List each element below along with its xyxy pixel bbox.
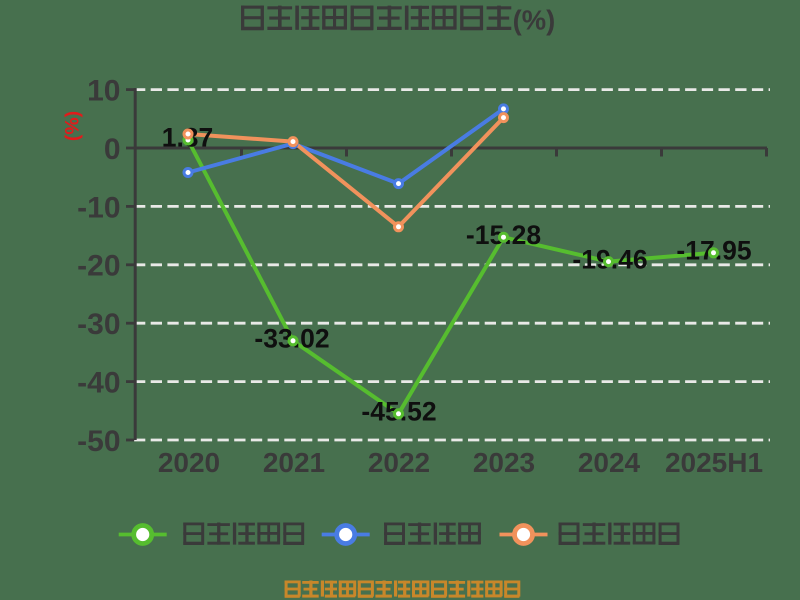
svg-text:2023: 2023 xyxy=(473,447,535,478)
svg-text:-20: -20 xyxy=(77,250,120,283)
svg-text:-30: -30 xyxy=(77,308,120,341)
svg-text:-40: -40 xyxy=(77,367,120,400)
svg-text:2021: 2021 xyxy=(263,447,325,478)
svg-text:2024: 2024 xyxy=(578,447,641,478)
svg-text:2025H1: 2025H1 xyxy=(665,447,763,478)
svg-text:2022: 2022 xyxy=(368,447,430,478)
svg-text:-10: -10 xyxy=(77,191,120,224)
svg-text:(%): (%) xyxy=(62,111,84,141)
svg-text:-50: -50 xyxy=(77,425,120,458)
svg-text:(%): (%) xyxy=(513,5,556,36)
svg-text:0: 0 xyxy=(104,133,121,166)
svg-text:10: 10 xyxy=(87,75,120,108)
svg-text:2020: 2020 xyxy=(158,447,220,478)
